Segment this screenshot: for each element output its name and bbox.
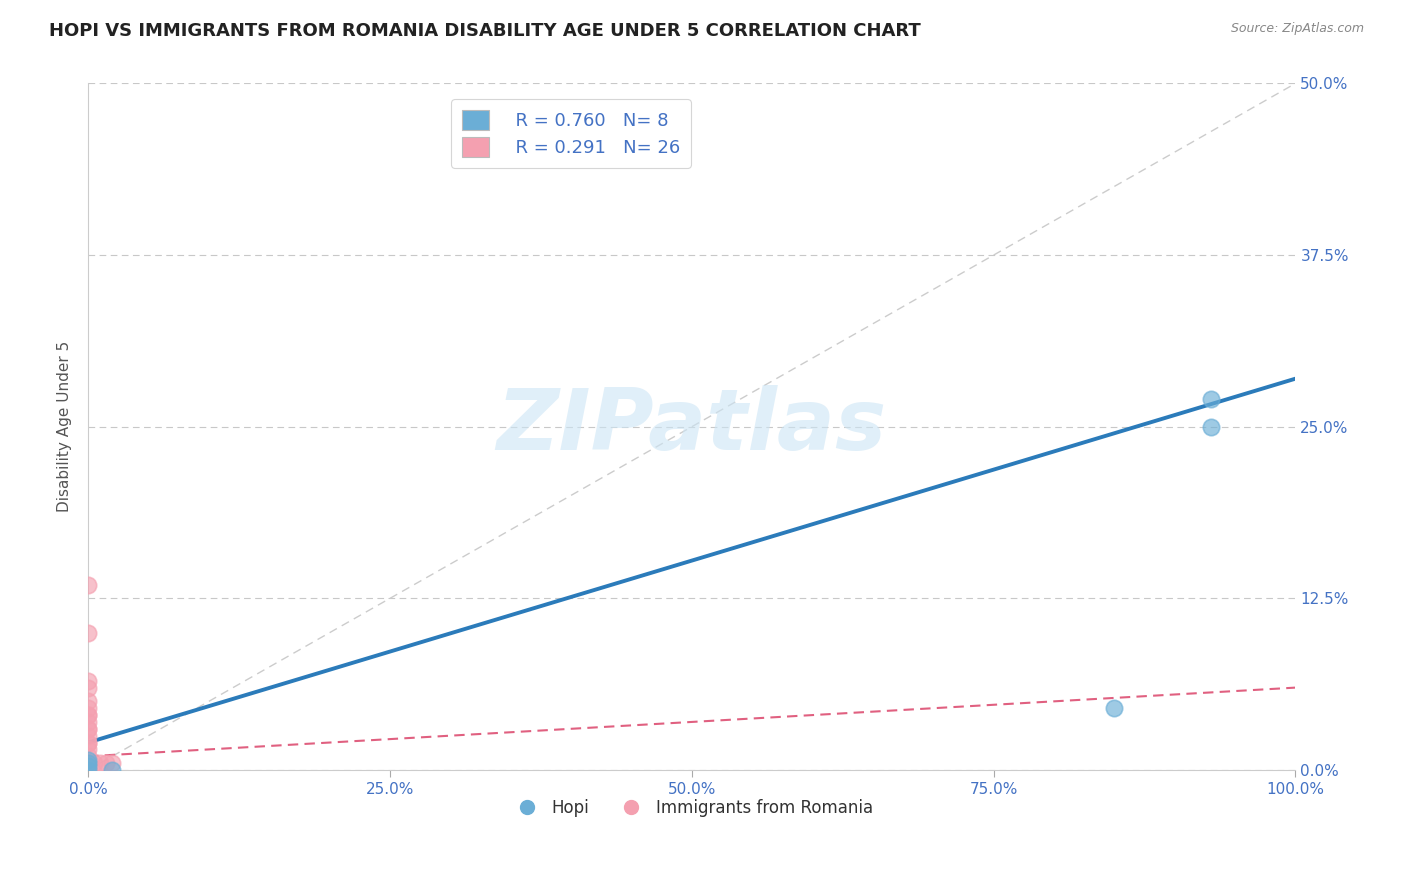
Point (77, 673, 100, 688)
Point (1199, 419, 1222, 434)
Point (77, 722, 100, 736)
Point (77, 759, 100, 773)
Point (77, 756, 100, 771)
Legend: Hopi, Immigrants from Romania: Hopi, Immigrants from Romania (503, 792, 880, 823)
Point (101, 763, 124, 777)
Point (77, 722, 100, 736)
Point (77, 756, 100, 771)
Point (77, 742, 100, 756)
Point (77, 625, 100, 640)
Point (77, 729, 100, 743)
Point (77, 577, 100, 591)
Point (77, 762, 100, 776)
Point (77, 735, 100, 749)
Point (1104, 701, 1126, 715)
Y-axis label: Disability Age Under 5: Disability Age Under 5 (58, 341, 72, 512)
Point (1199, 392, 1222, 407)
Point (77, 735, 100, 749)
Point (77, 763, 100, 777)
Point (77, 763, 100, 777)
Point (77, 694, 100, 708)
Point (89, 756, 111, 771)
Point (77, 714, 100, 729)
Text: ZIPatlas: ZIPatlas (496, 385, 887, 468)
Point (77, 681, 100, 695)
Point (77, 708, 100, 723)
Point (96, 756, 118, 771)
Point (77, 756, 100, 771)
Point (77, 759, 100, 773)
Point (77, 759, 100, 773)
Point (77, 753, 100, 767)
Point (77, 749, 100, 764)
Point (101, 756, 124, 771)
Point (77, 701, 100, 715)
Point (77, 708, 100, 723)
Text: HOPI VS IMMIGRANTS FROM ROMANIA DISABILITY AGE UNDER 5 CORRELATION CHART: HOPI VS IMMIGRANTS FROM ROMANIA DISABILI… (49, 22, 921, 40)
Point (83, 756, 105, 771)
Text: Source: ZipAtlas.com: Source: ZipAtlas.com (1230, 22, 1364, 36)
